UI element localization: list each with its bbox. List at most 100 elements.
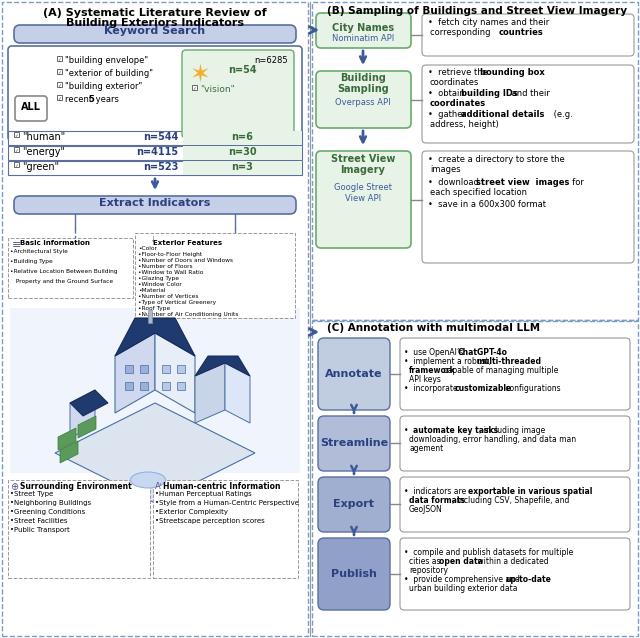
Text: •Architectural Style: •Architectural Style [10,249,68,254]
Bar [57,69,62,74]
Text: •  implement a robust,: • implement a robust, [404,357,493,366]
Text: Streamline: Streamline [320,438,388,448]
Text: ALL: ALL [21,102,41,112]
FancyBboxPatch shape [318,338,390,410]
Text: cities as: cities as [409,557,443,566]
Text: repository: repository [409,566,448,575]
Text: n=54: n=54 [228,65,256,75]
Text: additional details: additional details [461,110,545,119]
Text: , including image: , including image [479,426,545,435]
Text: View API: View API [345,194,381,203]
Text: Nominatim API: Nominatim API [332,34,394,43]
Text: •Material: •Material [138,288,166,293]
Bar [125,365,133,373]
Text: •  gather: • gather [428,110,468,119]
Text: (C) Annotation with multimodal LLM: (C) Annotation with multimodal LLM [327,323,540,333]
Text: 5: 5 [88,95,94,104]
Text: ↓: ↓ [150,235,157,244]
Ellipse shape [131,472,166,488]
Bar [8,131,302,145]
Text: •  obtain: • obtain [428,89,467,98]
Text: •Number of Doors and Windows: •Number of Doors and Windows [138,258,233,263]
FancyBboxPatch shape [8,46,302,141]
Text: •Style from a Human-Centric Perspective: •Style from a Human-Centric Perspective [155,500,299,506]
Text: •  use OpenAI’s: • use OpenAI’s [404,348,466,357]
Bar [312,2,638,320]
Bar [14,132,19,137]
Bar [153,480,298,578]
Text: Google Street: Google Street [334,183,392,192]
Text: n=544: n=544 [143,132,178,142]
Text: Overpass API: Overpass API [335,98,391,107]
Text: •Window Color: •Window Color [138,282,182,287]
Bar [140,382,148,390]
Bar [183,146,302,160]
Text: Extract Indicators: Extract Indicators [99,198,211,208]
Text: Street View: Street View [331,154,395,164]
Bar [162,365,170,373]
Text: "vision": "vision" [200,85,235,94]
Text: •Public Transport: •Public Transport [10,527,70,533]
Text: address, height): address, height) [430,120,499,129]
Text: Imagery: Imagery [340,165,385,175]
FancyBboxPatch shape [318,416,390,471]
Bar [177,382,185,390]
Text: ✶: ✶ [189,63,211,87]
Polygon shape [70,390,108,416]
FancyBboxPatch shape [318,538,390,610]
Text: multi-threaded: multi-threaded [476,357,541,366]
Text: up-to-date: up-to-date [505,575,551,584]
Text: •Window to Wall Ratio: •Window to Wall Ratio [138,270,204,275]
FancyBboxPatch shape [14,25,296,43]
Text: ✓: ✓ [58,69,61,74]
Text: ✓: ✓ [15,162,19,167]
Text: n=6: n=6 [231,132,253,142]
Text: Surrounding Environment: Surrounding Environment [20,482,132,491]
Text: n=30: n=30 [228,147,256,157]
Text: •Roof Type: •Roof Type [138,306,170,311]
Bar [14,147,19,152]
Polygon shape [58,428,76,450]
Text: •Type of Vertical Greenery: •Type of Vertical Greenery [138,300,216,305]
Text: n=3: n=3 [231,162,253,172]
Polygon shape [115,333,155,413]
Bar [183,131,302,145]
Text: Sampling: Sampling [337,84,389,94]
Bar [57,82,62,87]
Text: Building Exteriors Indicators: Building Exteriors Indicators [66,18,244,28]
FancyBboxPatch shape [400,477,630,532]
FancyBboxPatch shape [400,338,630,410]
FancyBboxPatch shape [400,416,630,471]
Text: ✓: ✓ [15,132,19,137]
Text: ✓: ✓ [15,147,19,152]
Bar [8,238,133,298]
Text: Annotate: Annotate [325,369,383,379]
Bar [2,2,308,636]
Text: open data: open data [439,557,483,566]
Text: Publish: Publish [331,569,377,579]
Text: •  create a directory to store the: • create a directory to store the [428,155,564,164]
Text: ✓: ✓ [58,82,61,87]
Text: for: for [567,178,584,187]
Bar [8,480,150,578]
Text: •Exterior Complexity: •Exterior Complexity [155,509,228,515]
Text: Human-centric Information: Human-centric Information [163,482,280,491]
Polygon shape [155,333,195,413]
Bar [135,233,295,318]
Text: •  provide comprehensive and: • provide comprehensive and [404,575,522,584]
Text: ChatGPT-4o: ChatGPT-4o [458,348,508,357]
Text: •Relative Location Between Building: •Relative Location Between Building [10,269,118,274]
Text: •  indicators are: • indicators are [404,487,468,496]
Text: Exterior Features: Exterior Features [153,240,222,246]
Text: City Names: City Names [332,23,394,33]
Polygon shape [155,480,240,526]
Bar [312,321,638,636]
Bar [162,382,170,390]
Text: Basic Information: Basic Information [20,240,90,246]
Text: •Human Perceptual Ratings: •Human Perceptual Ratings [155,491,252,497]
Text: framework: framework [409,366,456,375]
Text: recent: recent [65,95,95,104]
FancyBboxPatch shape [316,151,411,248]
Polygon shape [70,390,95,438]
Text: Building: Building [340,73,386,83]
